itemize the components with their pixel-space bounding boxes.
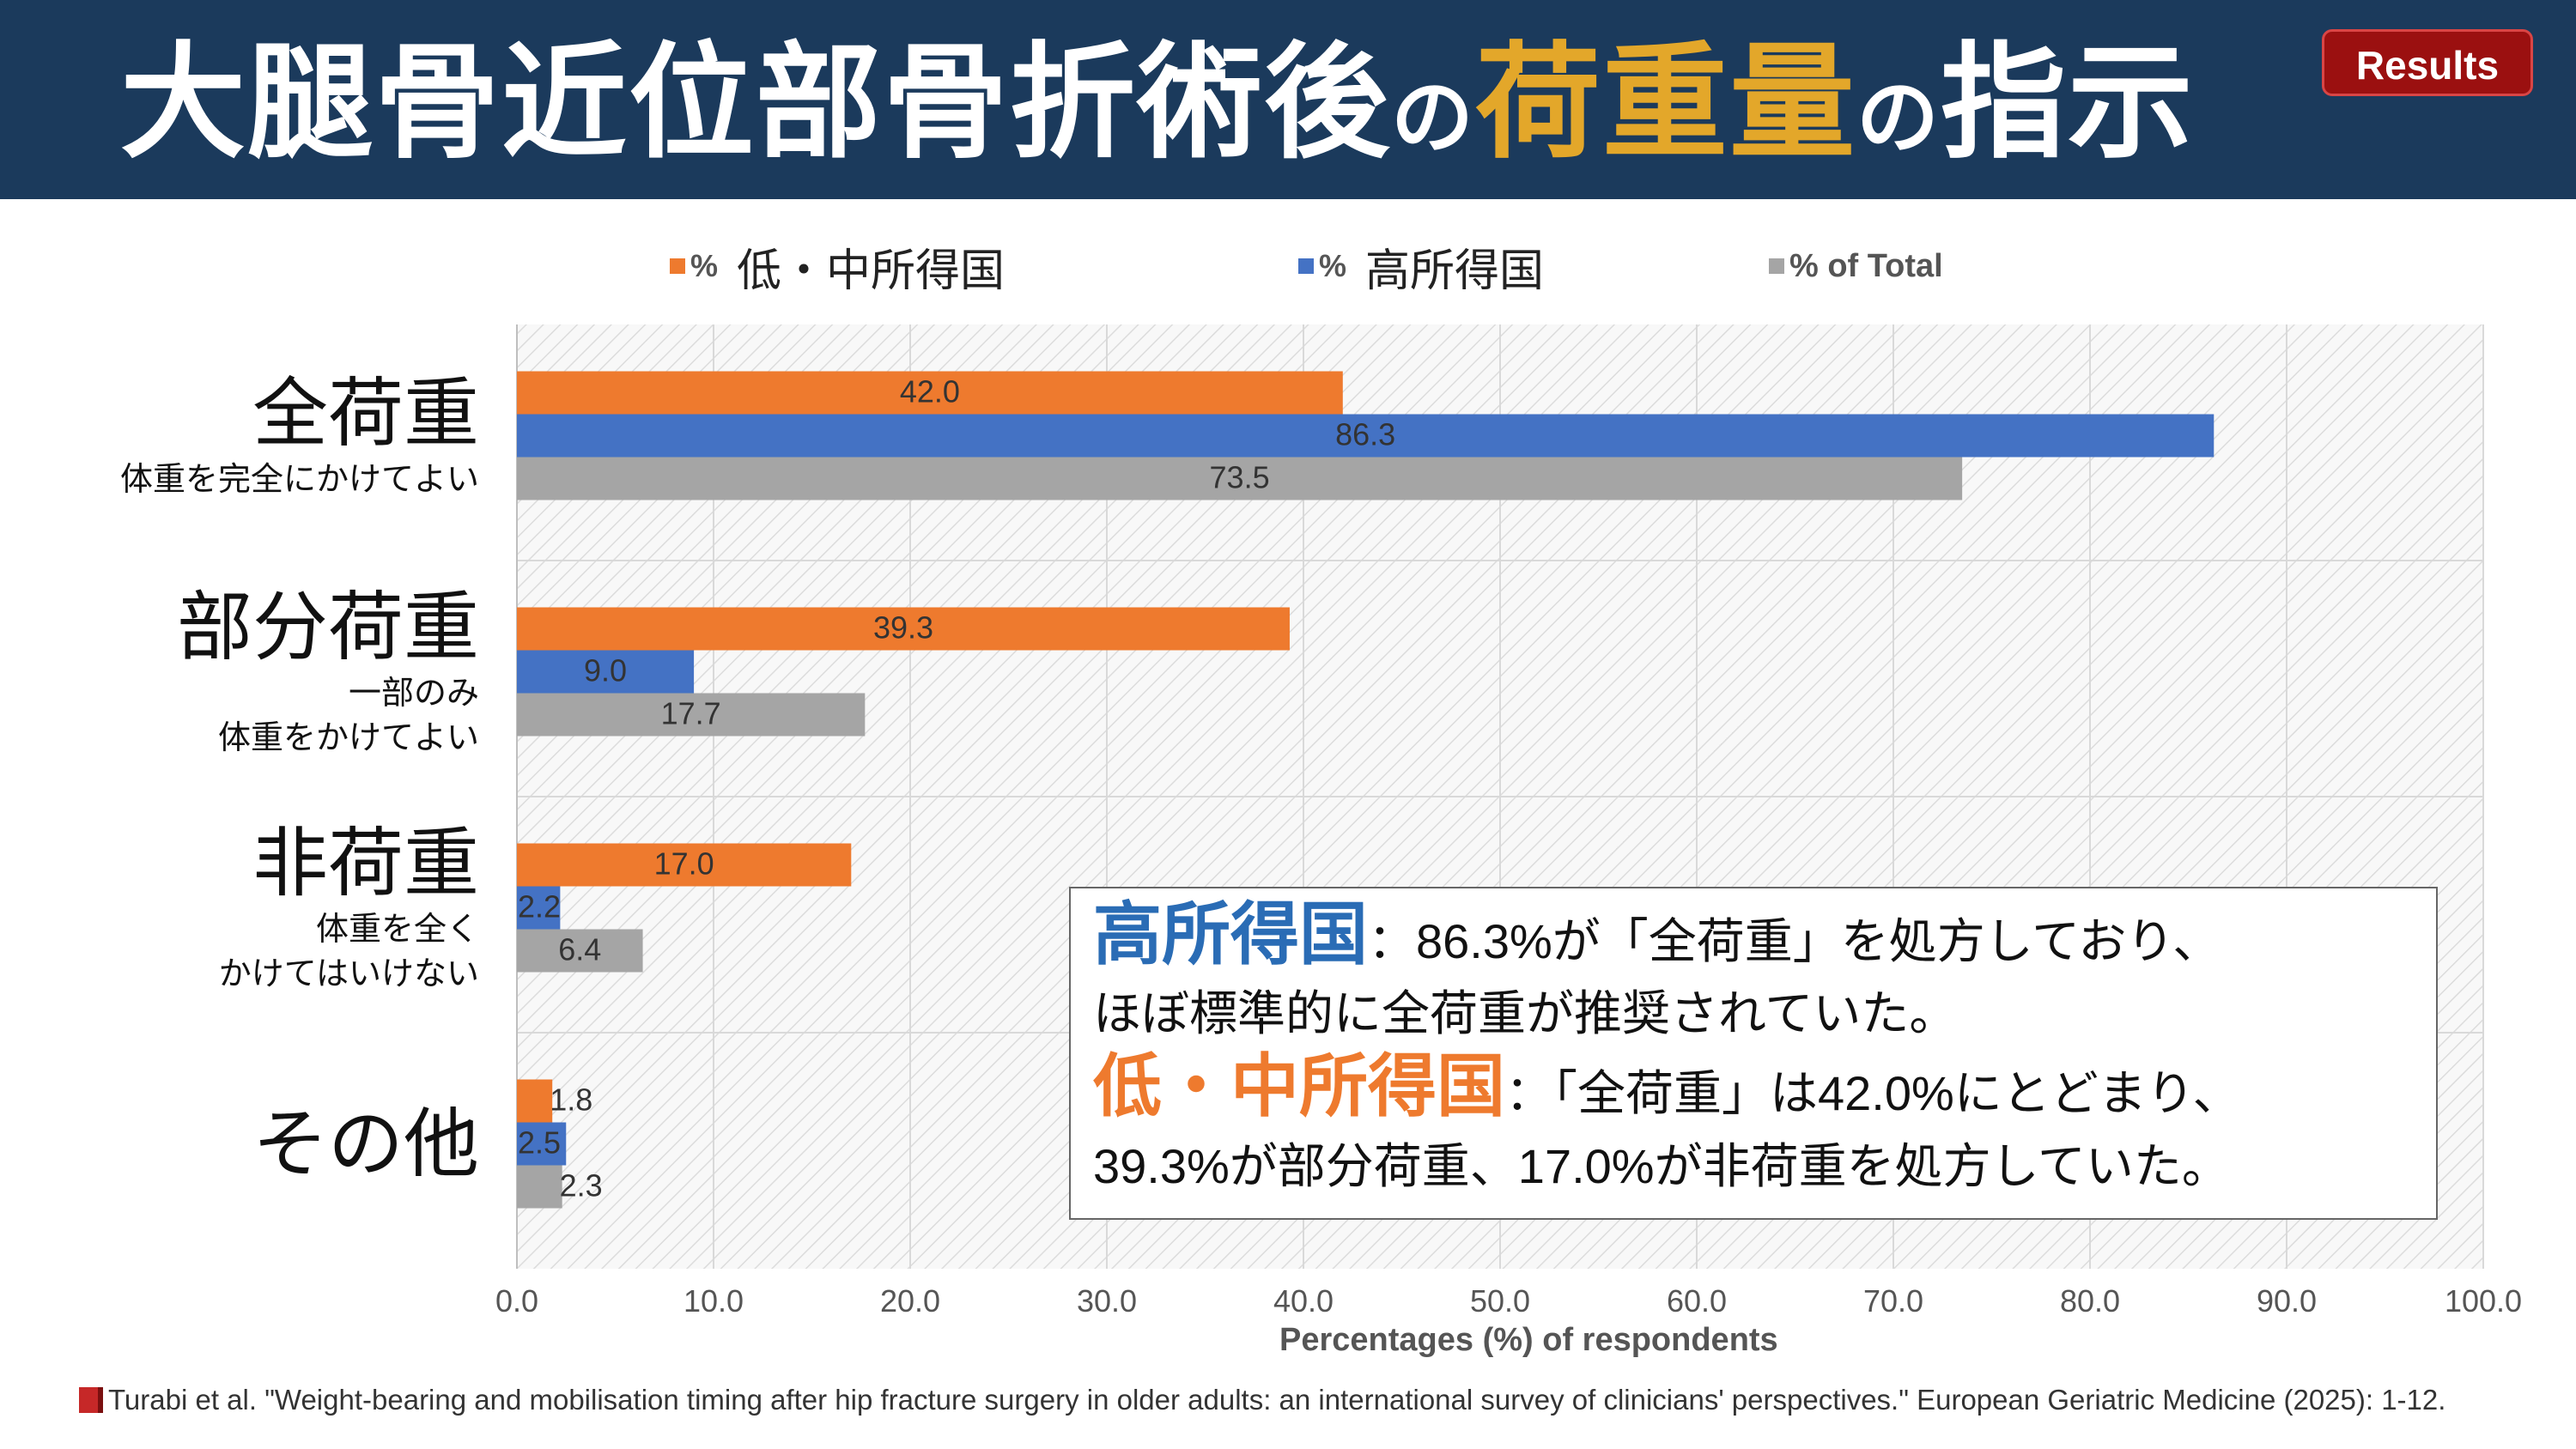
data-label: 73.5 [1210, 460, 1270, 495]
data-label: 9.0 [584, 653, 627, 688]
note-number: 86.3% [1416, 914, 1552, 968]
note-colon: ： [1368, 914, 1416, 970]
note-text: が「全荷重」を処方しており、 [1552, 914, 2221, 970]
category-sub-label: 体重を全く [315, 909, 479, 948]
x-tick-label: 50.0 [1470, 1283, 1530, 1319]
category-main-label: 部分荷重 [176, 582, 479, 671]
bar [517, 457, 1963, 500]
category-sub-label: 体重を完全にかけてよい [119, 459, 479, 498]
bar [517, 371, 1343, 415]
title-text-2: 指示 [1941, 30, 2195, 176]
legend-item-high-income: % 高所得国 [1298, 232, 1544, 300]
note-text: にとどまり、 [1953, 1066, 2241, 1122]
bar [517, 693, 866, 737]
legend-item-low-middle-income: % 低・中所得国 [670, 232, 1005, 300]
data-label: 2.5 [518, 1125, 561, 1161]
category-sub-label: 一部のみ [348, 673, 479, 712]
data-label: 86.3 [1335, 417, 1395, 452]
note-text: ほぼ標準的に全荷重が推奨されていた。 [1093, 986, 1958, 1042]
citation: Turabi et al. "Weight-bearing and mobili… [79, 1384, 2445, 1416]
x-axis-label: Percentages (%) of respondents [1279, 1322, 1778, 1358]
note-text: が非荷重を処方していた。 [1654, 1139, 2230, 1195]
title-particle-2: の [1856, 70, 1941, 166]
category-label: 全荷重 体重を完全にかけてよい [119, 368, 479, 501]
legend-label: 高所得国 [1365, 245, 1545, 297]
note-number: 42.0% [1818, 1066, 1954, 1120]
data-label: 17.7 [661, 696, 721, 731]
category-main-label: その他 [252, 1099, 479, 1188]
data-label: 39.3 [873, 610, 933, 646]
legend-swatch [1769, 258, 1784, 274]
data-label: 42.0 [900, 374, 960, 409]
bar [517, 886, 561, 930]
legend-percent: % [690, 248, 719, 283]
note-low-middle-income-head: 低・中所得国 [1093, 1046, 1505, 1126]
book-icon [79, 1387, 103, 1413]
title-highlight: 荷重量 [1475, 30, 1856, 176]
title-text-1: 大腿骨近位部骨折術後 [120, 30, 1391, 176]
category-label: 部分荷重 一部のみ体重をかけてよい [176, 582, 479, 760]
note-text: ：「全荷重」は [1505, 1066, 1818, 1122]
x-tick-label: 70.0 [1863, 1283, 1923, 1319]
title-bar: 大腿骨近位部骨折術後の荷重量の指示 Results [0, 0, 2576, 199]
x-tick-label: 30.0 [1077, 1283, 1137, 1319]
bar [517, 1165, 562, 1209]
bar [517, 650, 695, 694]
category-sub-label: 体重をかけてよい [217, 718, 479, 756]
note-text: が部分荷重、 [1229, 1139, 1518, 1195]
bar [517, 1079, 553, 1123]
x-tick-label: 10.0 [683, 1283, 744, 1319]
legend-label: % of Total [1789, 247, 1943, 284]
x-tick-label: 60.0 [1667, 1283, 1727, 1319]
bar [517, 1122, 567, 1166]
results-badge: Results [2322, 29, 2533, 96]
category-sub-label: かけてはいけない [218, 954, 479, 992]
chart-legend: % 低・中所得国 % 高所得国 % of Total [0, 232, 2576, 300]
data-label: 6.4 [558, 932, 601, 967]
bar [517, 607, 1290, 651]
data-label: 2.3 [560, 1168, 603, 1203]
x-tick-label: 100.0 [2445, 1283, 2522, 1319]
x-tick-label: 20.0 [880, 1283, 940, 1319]
note-high-income-head: 高所得国 [1093, 894, 1368, 974]
x-tick-label: 90.0 [2257, 1283, 2317, 1319]
legend-label: 低・中所得国 [737, 245, 1005, 297]
data-label: 2.2 [518, 889, 561, 925]
category-main-label: 非荷重 [252, 818, 479, 907]
x-tick-label: 80.0 [2060, 1283, 2120, 1319]
bar [517, 843, 852, 887]
note-number: 17.0% [1517, 1139, 1655, 1193]
title-particle-1: の [1391, 70, 1475, 166]
data-label: 1.8 [550, 1082, 592, 1118]
x-tick-label: 0.0 [495, 1283, 538, 1319]
category-main-label: 全荷重 [252, 368, 479, 458]
legend-percent: % [1319, 248, 1347, 283]
data-label: 17.0 [654, 846, 714, 882]
bar [517, 929, 643, 973]
legend-swatch [670, 258, 685, 274]
category-label: その他 [252, 1099, 479, 1188]
category-label: 非荷重 体重を全くかけてはいけない [218, 818, 479, 996]
note-number: 39.3% [1093, 1139, 1230, 1193]
x-tick-label: 40.0 [1273, 1283, 1334, 1319]
citation-text: Turabi et al. "Weight-bearing and mobili… [108, 1384, 2446, 1416]
legend-item-total: % of Total [1769, 232, 1943, 300]
summary-callout: 高所得国：86.3%が「全荷重」を処方しており、 ほぼ標準的に全荷重が推奨されて… [1069, 887, 2438, 1220]
page-title: 大腿骨近位部骨折術後の荷重量の指示 [120, 34, 2195, 186]
legend-swatch [1298, 258, 1314, 274]
bar [517, 414, 2215, 458]
